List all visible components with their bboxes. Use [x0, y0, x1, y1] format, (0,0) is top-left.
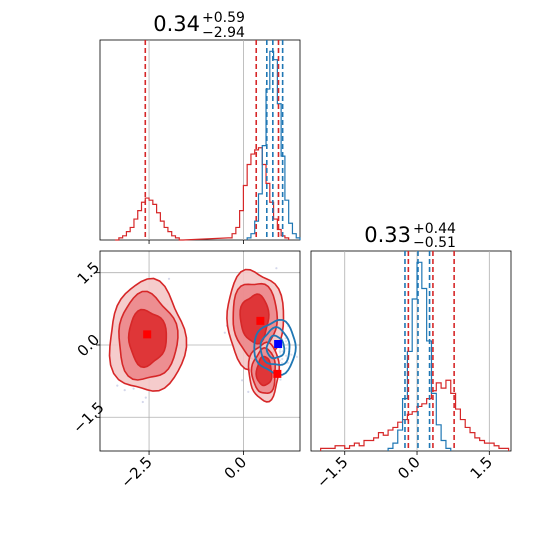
joint-blue-contour: [259, 326, 291, 366]
joint-panel: −2.5 0.0−1.50.01.5: [69, 250, 301, 492]
joint-y-tick-label: 0.0: [74, 331, 104, 361]
marginal-x-title-lower: −2.94: [202, 25, 245, 41]
joint-x-tick-label: −2.5: [117, 453, 155, 491]
joint-scatter-point: [280, 362, 283, 365]
joint-scatter-point: [295, 355, 298, 358]
marginal-x-histograms: [115, 50, 301, 241]
marginal-y-tick-label: 1.5: [467, 453, 497, 483]
joint-scatter-point: [278, 350, 281, 353]
joint-markers: [143, 316, 283, 378]
joint-scatter-point: [123, 389, 126, 392]
marginal-y-title-lower: −0.51: [413, 235, 456, 251]
marginal-y-tick-label: 0.0: [394, 453, 424, 483]
joint-scatter-point: [167, 277, 171, 280]
joint-scatter-point: [281, 357, 284, 361]
joint-red-marker: [256, 316, 265, 325]
joint-y-tick-label: 1.5: [74, 258, 104, 288]
joint-blue-contour: [253, 318, 297, 377]
joint-red-marker: [273, 369, 282, 378]
joint-scatter-point: [241, 379, 244, 382]
joint-scatter-point: [279, 347, 282, 350]
marginal-y-series-0-histogram: [320, 379, 510, 451]
joint-scatter-point: [284, 337, 287, 340]
marginal-y-panel: −1.5 0.0 1.5 0.33 +0.44 −0.51: [310, 221, 512, 492]
joint-x-tick-label: 0.0: [221, 453, 251, 483]
joint-scatter-point: [281, 350, 284, 353]
joint-scatter-point: [144, 396, 147, 399]
marginal-y-title-value: 0.33: [364, 223, 411, 247]
joint-scatter-point: [285, 347, 288, 350]
joint-blue-contour: [265, 334, 286, 360]
joint-scatter-point: [290, 353, 293, 356]
joint-frame: [99, 250, 301, 452]
marginal-y-series-1-histogram: [387, 261, 452, 451]
marginal-x-title-upper: +0.59: [202, 10, 245, 26]
joint-blue-marker: [274, 340, 283, 349]
marginal-x-panel: 0.34 +0.59 −2.94: [99, 10, 301, 244]
marginal-x-title-value: 0.34: [153, 12, 200, 36]
marginal-y-tick-label: −1.5: [313, 453, 351, 491]
marginal-x-ticks: [148, 240, 244, 244]
joint-red-marker: [143, 330, 152, 339]
marginal-y-histograms: [320, 261, 510, 451]
marginal-y-ticks: −1.5 0.0 1.5: [313, 451, 496, 492]
joint-scatter-point: [285, 354, 288, 357]
marginal-x-series-0-histogram: [115, 147, 290, 241]
joint-scatter-point: [279, 378, 282, 381]
joint-scatter-point: [132, 387, 135, 390]
joint-scatter-point: [275, 267, 278, 270]
joint-scatter-point: [141, 400, 144, 404]
joint-scatter-point: [247, 390, 250, 393]
joint-red-contour: [127, 308, 168, 369]
joint-scatter-point: [284, 340, 287, 343]
marginal-y-quantile-lines: [404, 251, 455, 451]
marginal-x-quantile-lines: [144, 40, 284, 240]
joint-scatter-point: [116, 384, 119, 387]
joint-scatter-point: [223, 331, 226, 334]
marginal-x-series-1-histogram: [246, 50, 301, 240]
marginal-y-title-upper: +0.44: [413, 221, 456, 237]
